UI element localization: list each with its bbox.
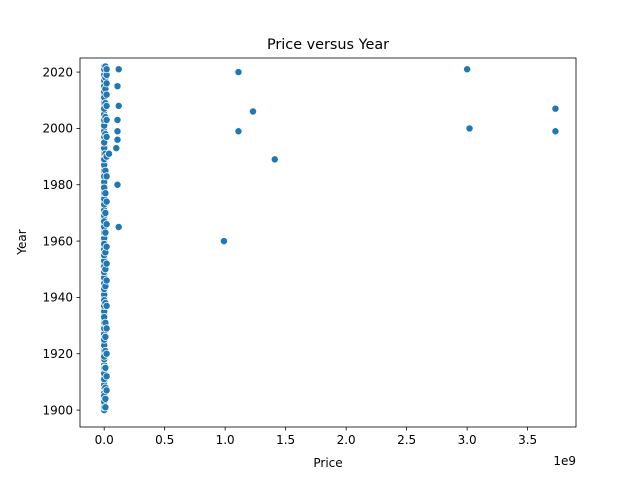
data-point bbox=[234, 127, 243, 136]
data-point bbox=[102, 386, 111, 395]
data-point bbox=[105, 149, 114, 158]
data-point bbox=[551, 127, 560, 136]
data-point bbox=[249, 107, 257, 116]
data-point bbox=[102, 101, 111, 110]
data-point bbox=[101, 394, 110, 403]
data-point bbox=[114, 223, 123, 231]
data-point bbox=[113, 82, 122, 91]
data-point bbox=[102, 372, 111, 381]
data-points bbox=[100, 62, 560, 415]
y-tick-label: 1960 bbox=[42, 234, 73, 248]
x-axis-offset-text: 1e9 bbox=[553, 454, 576, 468]
data-point bbox=[102, 349, 111, 358]
x-axis-label: Price bbox=[313, 456, 342, 470]
data-point bbox=[101, 332, 110, 341]
data-point bbox=[102, 259, 111, 268]
data-point bbox=[113, 180, 122, 189]
data-point bbox=[102, 65, 111, 74]
data-point bbox=[102, 172, 111, 181]
y-tick-label: 2000 bbox=[42, 122, 73, 136]
x-axis-ticks: 0.0 0.5 1.0 1.5 2.0 2.5 3.0 3.5 bbox=[95, 427, 537, 447]
x-tick-label: 2.0 bbox=[337, 433, 356, 447]
data-point bbox=[102, 276, 111, 285]
data-point bbox=[114, 101, 123, 110]
y-tick-label: 1940 bbox=[42, 291, 73, 305]
data-point bbox=[101, 189, 110, 198]
data-point bbox=[112, 144, 121, 153]
data-point bbox=[102, 242, 111, 251]
data-point bbox=[102, 115, 111, 124]
data-point bbox=[102, 301, 111, 310]
data-point bbox=[270, 155, 279, 164]
data-point bbox=[551, 104, 560, 113]
data-point bbox=[102, 90, 111, 99]
data-point bbox=[113, 115, 122, 124]
data-point bbox=[465, 124, 474, 133]
data-point bbox=[101, 228, 110, 237]
data-point bbox=[219, 237, 228, 246]
y-axis-ticks: 1900 1920 1940 1960 1980 2000 2020 bbox=[42, 65, 80, 417]
y-tick-label: 1920 bbox=[42, 347, 73, 361]
data-point bbox=[102, 220, 111, 229]
data-point bbox=[101, 403, 110, 412]
data-point bbox=[102, 79, 111, 88]
data-point bbox=[234, 68, 243, 77]
data-point bbox=[102, 197, 111, 206]
y-axis-label: Year bbox=[15, 229, 29, 255]
x-tick-label: 0.5 bbox=[155, 433, 174, 447]
data-point bbox=[114, 65, 123, 74]
data-point bbox=[102, 132, 111, 141]
x-tick-label: 3.0 bbox=[458, 433, 477, 447]
x-tick-label: 0.0 bbox=[95, 433, 114, 447]
data-point bbox=[113, 127, 122, 136]
data-point bbox=[102, 324, 111, 333]
data-point bbox=[101, 208, 110, 217]
data-point bbox=[101, 363, 110, 372]
data-point bbox=[113, 135, 122, 144]
x-tick-label: 3.5 bbox=[518, 433, 537, 447]
x-tick-label: 1.0 bbox=[216, 433, 235, 447]
x-tick-label: 2.5 bbox=[397, 433, 416, 447]
y-tick-label: 2020 bbox=[42, 65, 73, 79]
y-tick-label: 1980 bbox=[42, 178, 73, 192]
plot-frame bbox=[79, 57, 577, 428]
x-tick-label: 1.5 bbox=[276, 433, 295, 447]
y-tick-label: 1900 bbox=[42, 403, 73, 417]
chart-title: Price versus Year bbox=[267, 37, 389, 53]
data-point bbox=[463, 65, 472, 74]
